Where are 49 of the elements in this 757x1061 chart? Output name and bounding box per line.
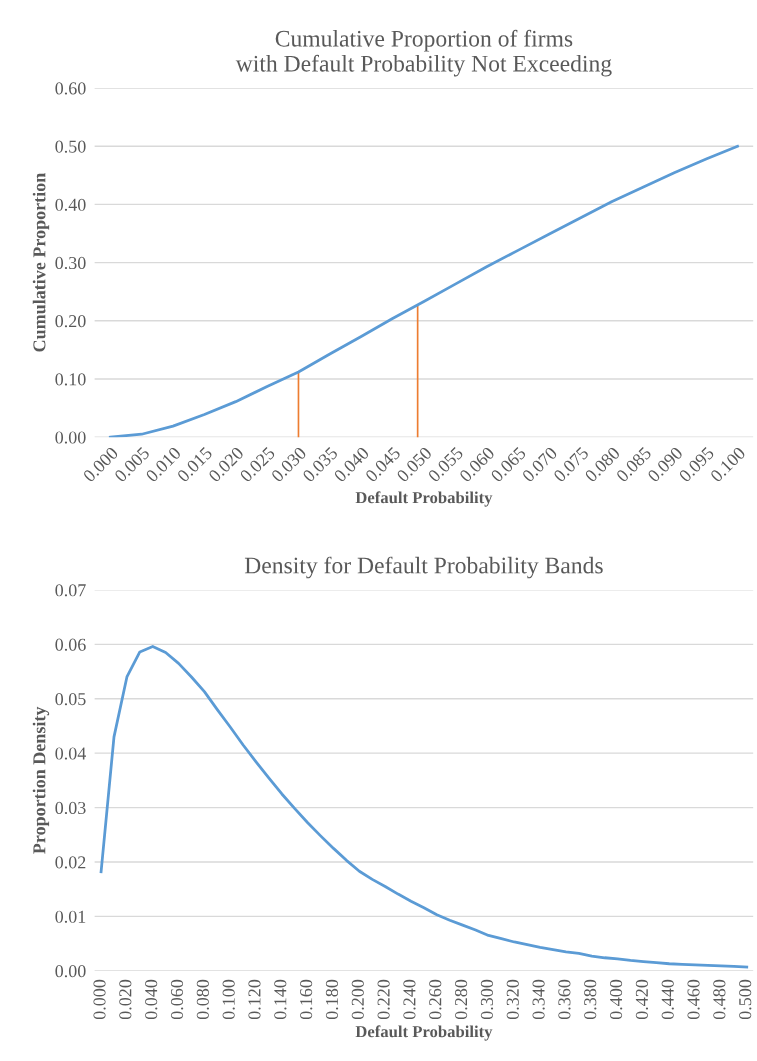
x-tick-label: 0.380 xyxy=(584,979,597,1020)
x-tick-label: 0.160 xyxy=(300,979,313,1020)
x-tick-label: 0.300 xyxy=(480,979,494,1020)
y-tick-label: 0.30 xyxy=(55,256,86,270)
y-tick-label: 0.04 xyxy=(55,747,87,760)
y-tick-label: 0.50 xyxy=(55,140,86,153)
x-tick-label: 0.100 xyxy=(222,979,235,1020)
x-tick-label: 0.400 xyxy=(609,979,623,1020)
y-tick-label: 0.03 xyxy=(55,801,86,815)
x-tick-label: 0.440 xyxy=(661,979,674,1020)
y-tick-label: 0.05 xyxy=(55,693,86,706)
y-tick-label: 0.10 xyxy=(55,373,86,386)
y-tick-label: 0.06 xyxy=(55,638,86,651)
x-tick-label: 0.200 xyxy=(351,979,364,1020)
y-axis-title: Proportion Density xyxy=(32,706,50,854)
x-tick-label: 0.240 xyxy=(403,979,416,1020)
y-tick-label: 0.40 xyxy=(55,198,86,211)
x-tick-label: 0.140 xyxy=(274,979,287,1020)
x-tick-label: 0.000 xyxy=(93,979,106,1020)
x-tick-label: 0.420 xyxy=(635,979,649,1020)
x-tick-label: 0.080 xyxy=(196,979,209,1020)
line-series xyxy=(108,144,739,438)
x-tick-label: 0.020 xyxy=(119,979,132,1020)
x-tick-label: 0.460 xyxy=(687,979,700,1020)
chart-title: Density for Default Probability Bands xyxy=(244,556,603,579)
x-tick-label: 0.040 xyxy=(145,979,158,1020)
y-tick-label: 0.00 xyxy=(55,431,86,444)
y-tick-label: 0.01 xyxy=(55,910,86,923)
x-tick-label: 0.180 xyxy=(325,979,339,1020)
y-axis-title: Cumulative Proportion xyxy=(32,173,50,352)
x-tick-label: 0.320 xyxy=(506,979,519,1020)
x-tick-label: 0.280 xyxy=(455,979,468,1020)
y-tick-label: 0.60 xyxy=(55,82,86,95)
x-axis-title: Default Probability xyxy=(355,1025,493,1041)
x-tick-label: 0.360 xyxy=(558,979,571,1020)
x-axis-title: Default Probability xyxy=(355,491,493,507)
x-tick-label: 0.220 xyxy=(377,979,390,1020)
x-tick-label: 0.260 xyxy=(429,979,442,1020)
x-tick-label: 0.480 xyxy=(713,979,726,1020)
x-tick-label: 0.340 xyxy=(532,979,545,1020)
chart-title: Cumulative Proportion of firms with Default Probability Not Exceeding xyxy=(235,29,612,77)
y-tick-label: 0.00 xyxy=(55,965,86,978)
x-tick-label: 0.500 xyxy=(739,979,752,1020)
y-tick-label: 0.07 xyxy=(55,584,86,597)
y-tick-label: 0.02 xyxy=(55,856,86,869)
x-tick-label: 0.060 xyxy=(170,979,184,1020)
x-tick-label: 0.120 xyxy=(248,979,261,1020)
line-series xyxy=(99,645,749,969)
y-tick-label: 0.20 xyxy=(55,315,86,328)
